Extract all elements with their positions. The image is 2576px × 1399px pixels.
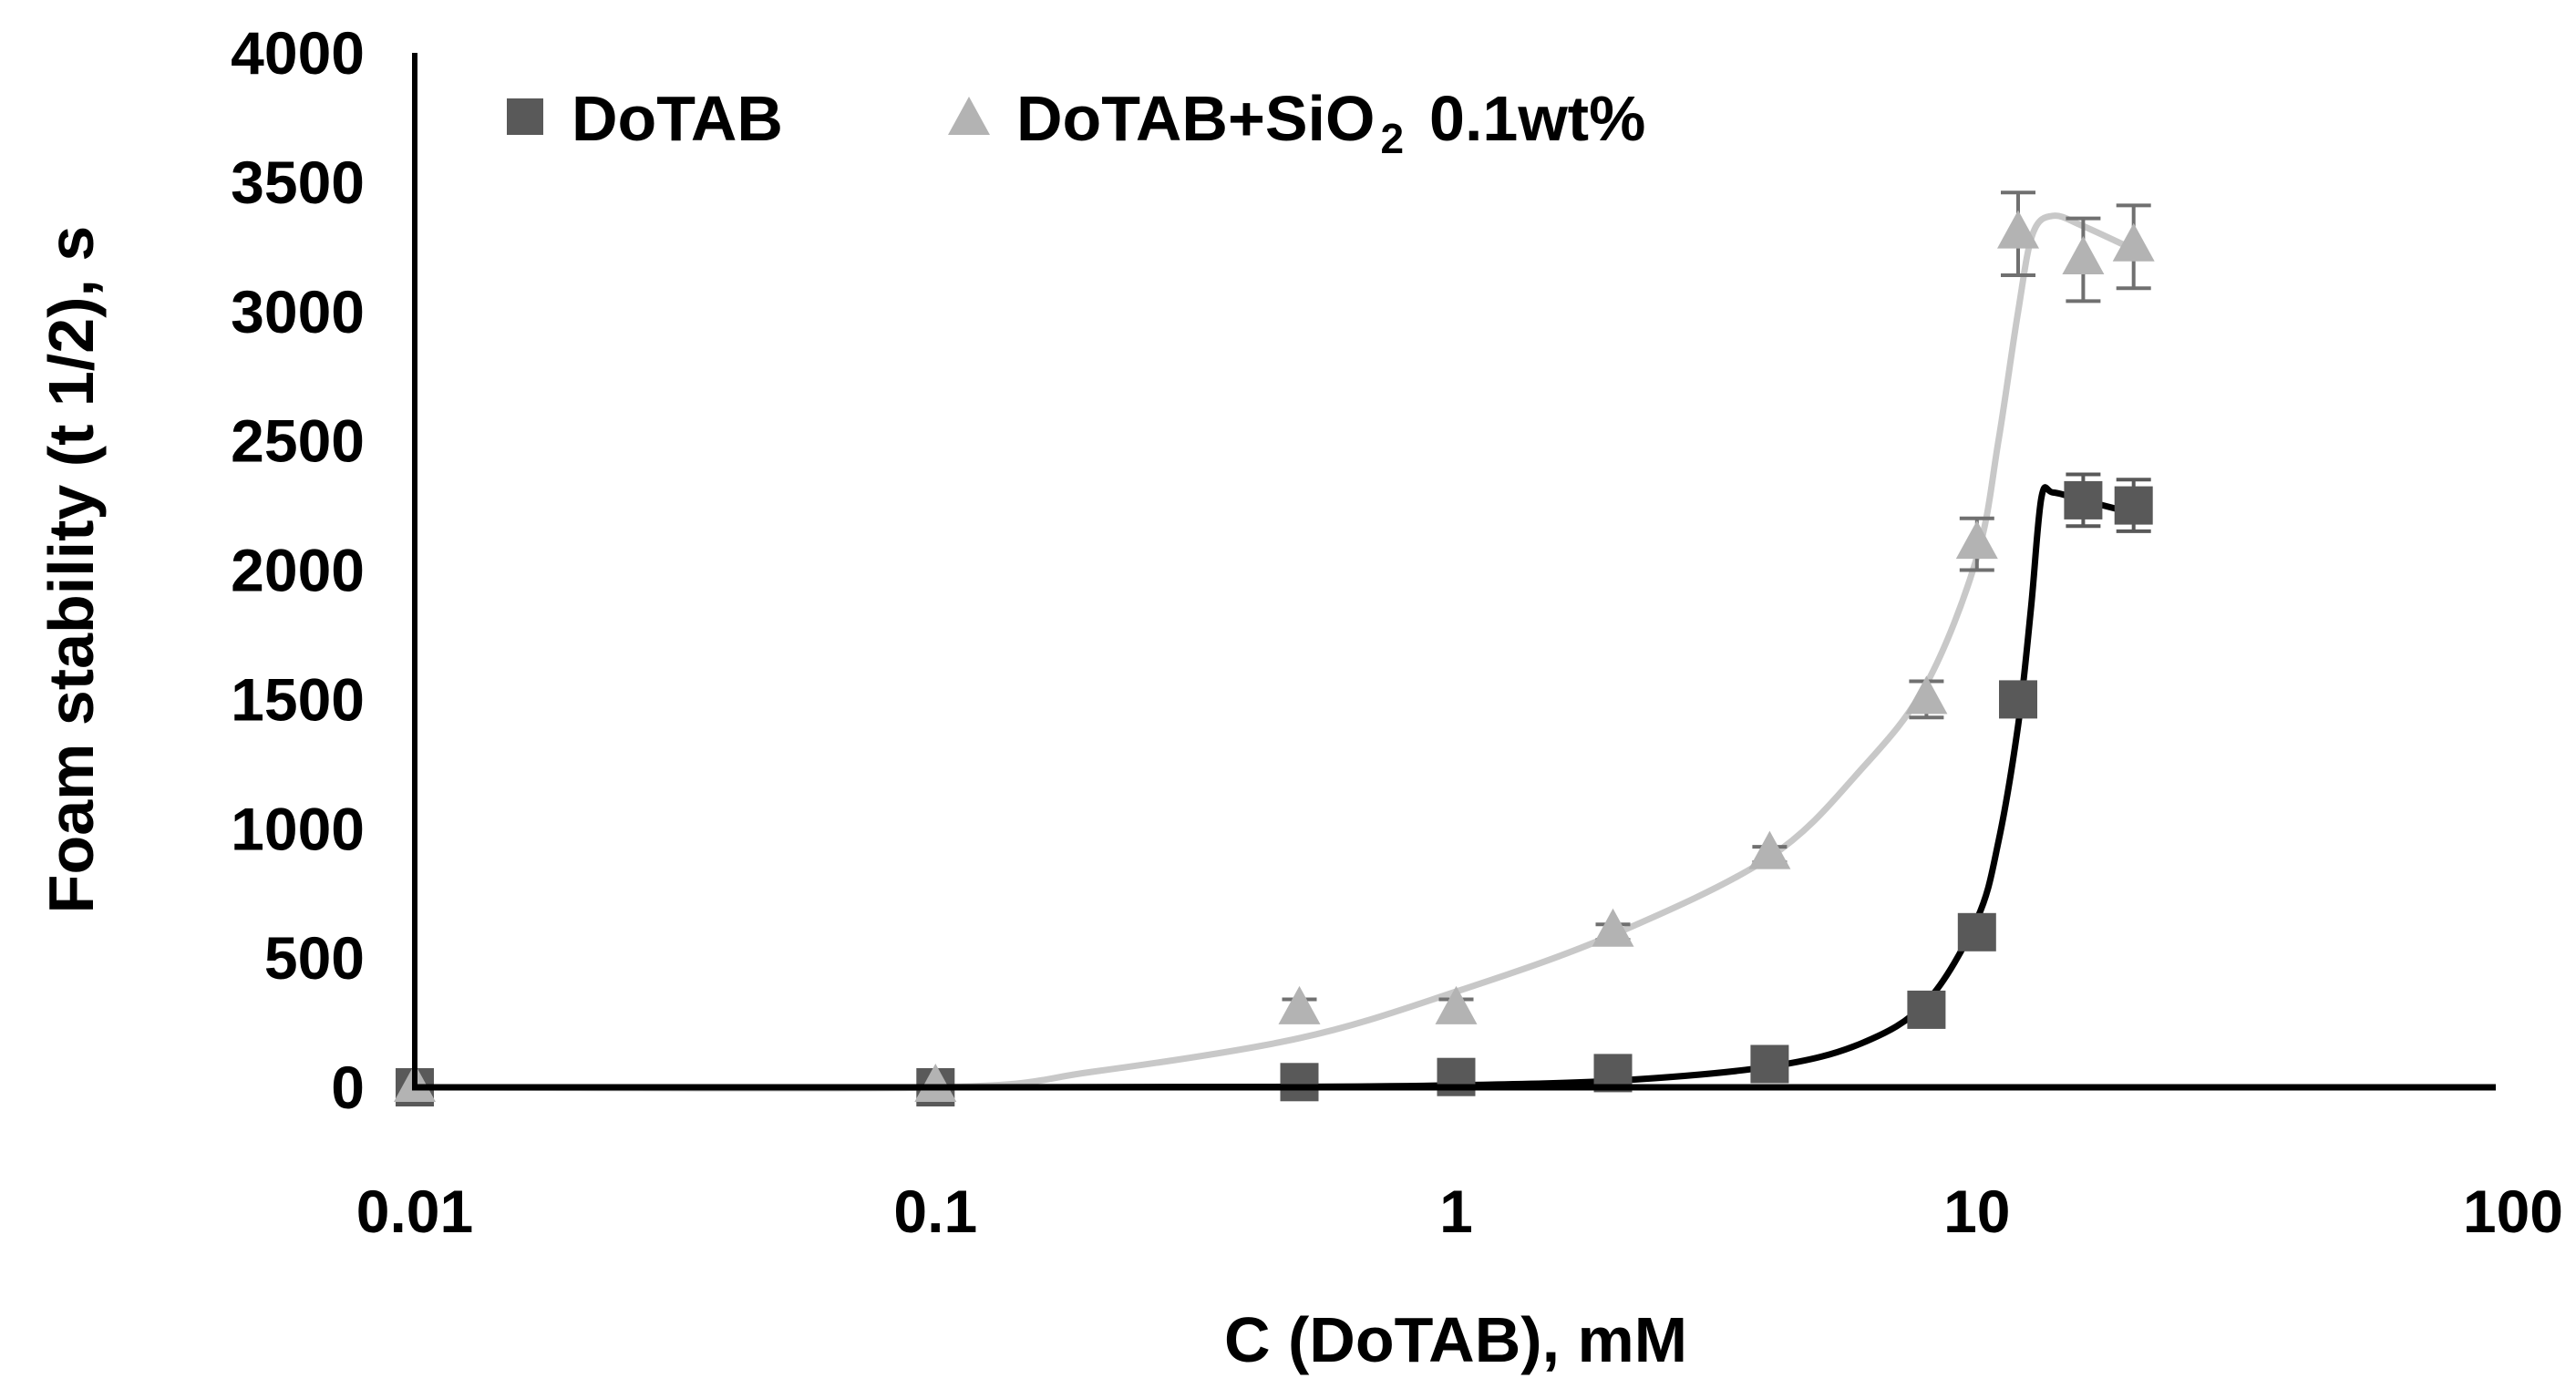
x-tick-label-10: 10	[1943, 1178, 2010, 1245]
y-tick-label-3000: 3000	[231, 278, 365, 345]
marker-dotab-sio-1	[914, 1064, 957, 1102]
marker-dotab-sio-9	[2062, 236, 2105, 274]
marker-dotab-10	[2114, 486, 2153, 525]
x-tick-labels: 0.01 0.1 1 10 100	[356, 1178, 2563, 1245]
x-tick-label-1: 1	[1439, 1178, 1473, 1245]
x-tick-label-0-1: 0.1	[893, 1178, 977, 1245]
marker-dotab-sio-7	[1955, 520, 1998, 560]
marker-dotab-8	[1999, 680, 2037, 719]
legend-label-dotab-sio2-main: DoTAB+SiO	[1016, 83, 1375, 154]
legend: DoTAB DoTAB+SiO 2 0.1wt%	[507, 83, 1645, 162]
marker-dotab-sio-3	[1435, 985, 1478, 1024]
marker-dotab-6	[1907, 990, 1946, 1029]
x-tick-label-100: 100	[2463, 1178, 2563, 1245]
fit-curves	[411, 212, 2138, 1092]
x-tick-label-0-01: 0.01	[356, 1178, 473, 1245]
marker-dotab-9	[2064, 480, 2103, 519]
marker-dotab-5	[1750, 1044, 1789, 1084]
y-tick-labels: 0 500 1000 1500 2000 2500 3000 3500 4000	[231, 19, 365, 1121]
legend-label-dotab: DoTAB	[572, 83, 783, 154]
legend-label-dotab-sio2: DoTAB+SiO 2 0.1wt%	[1016, 83, 1645, 162]
marker-dotab-sio-4	[1592, 908, 1634, 947]
legend-marker-dotab	[507, 98, 543, 135]
y-tick-label-0: 0	[331, 1054, 365, 1121]
legend-label-dotab-sio2-suffix: 0.1wt%	[1429, 83, 1645, 154]
marker-dotab-sio-6	[1905, 675, 1948, 715]
y-tick-label-3500: 3500	[231, 149, 365, 216]
legend-label-dotab-sio2-subscript: 2	[1380, 115, 1404, 162]
marker-dotab-2	[1280, 1063, 1319, 1102]
x-axis-label: C (DoTAB), mM	[1224, 1304, 1687, 1375]
fit-curve-dotab	[411, 484, 2138, 1091]
y-axis-label: Foam stability (t 1/2), s	[36, 226, 107, 914]
y-tick-label-1500: 1500	[231, 665, 365, 733]
marker-dotab-sio-5	[1748, 830, 1791, 869]
marker-dotab-sio-8	[1997, 210, 2039, 249]
y-tick-label-2000: 2000	[231, 537, 365, 604]
marker-dotab-sio-2	[1278, 985, 1321, 1024]
marker-dotab-sio-10	[2112, 222, 2155, 262]
data-markers	[394, 210, 2155, 1106]
marker-dotab-7	[1957, 912, 1996, 952]
y-tick-label-1000: 1000	[231, 795, 365, 862]
fit-curve-dotab-sio	[411, 212, 2138, 1092]
error-bars	[1282, 190, 2151, 1023]
y-tick-label-500: 500	[264, 924, 365, 992]
legend-marker-dotab-sio2	[948, 97, 990, 135]
y-tick-label-2500: 2500	[231, 407, 365, 475]
y-tick-label-4000: 4000	[231, 19, 365, 87]
